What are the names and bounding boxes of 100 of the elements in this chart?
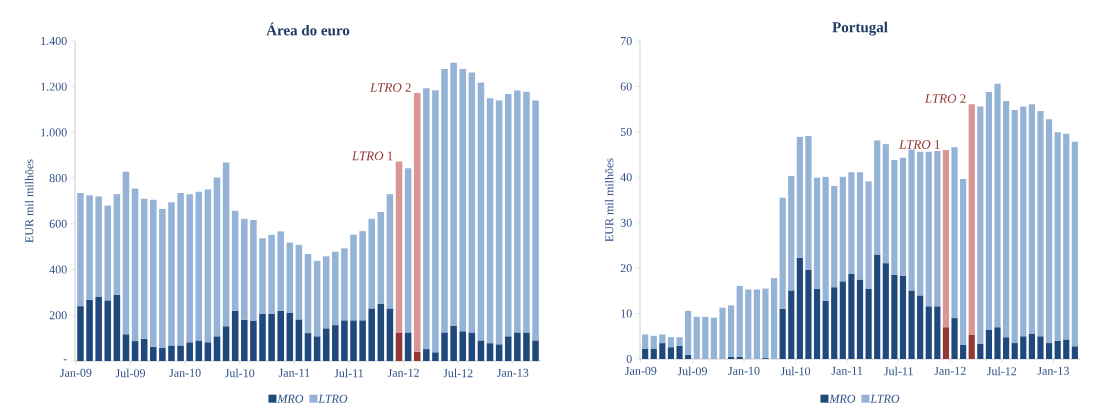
bar [122, 171, 130, 335]
bar [423, 88, 430, 350]
bar [650, 348, 657, 359]
bar [222, 326, 230, 361]
bar [796, 136, 803, 258]
bar [1045, 119, 1053, 344]
bar [650, 335, 657, 349]
bar [432, 352, 439, 361]
bar [1071, 141, 1078, 347]
legend-label: LTRO [318, 394, 348, 403]
bar [822, 300, 829, 359]
bar [341, 320, 348, 361]
x-tick-label: Jan-10 [169, 368, 201, 377]
bar [667, 347, 675, 359]
bar [856, 172, 864, 280]
bar [942, 327, 950, 359]
bar [113, 194, 121, 295]
y-tick-label: 50 [620, 127, 632, 136]
bar [788, 290, 795, 359]
bar [159, 209, 166, 348]
bar [994, 83, 1001, 328]
bar [1054, 340, 1061, 359]
bar [848, 273, 855, 359]
y-tick-label: 1.000 [41, 128, 67, 137]
bar [241, 218, 248, 320]
bar [177, 345, 184, 361]
bar [304, 254, 312, 334]
bar [177, 193, 184, 346]
bar [813, 177, 821, 289]
y-tick-label: 60 [620, 82, 632, 91]
bar [95, 297, 102, 361]
bar [432, 90, 439, 353]
x-tick-label: Jan-09 [60, 368, 92, 377]
bar [413, 351, 421, 361]
bar [523, 332, 530, 361]
bar [1028, 334, 1035, 359]
bar [140, 338, 148, 361]
bar [486, 343, 494, 361]
x-tick-label: Jan-13 [1037, 366, 1069, 375]
bar [779, 197, 786, 310]
bar [368, 218, 375, 309]
legend-label: MRO [277, 394, 304, 403]
bar [796, 257, 803, 359]
bar [719, 307, 726, 359]
legend-label: MRO [829, 394, 856, 403]
bar [195, 340, 203, 361]
y-tick-label: 200 [49, 311, 67, 320]
chart-title: Área do euro [266, 22, 350, 36]
bar [186, 194, 193, 343]
bar [925, 151, 932, 307]
x-tick-label: Jul-12 [987, 366, 1017, 376]
x-tick-label: Jan-11 [278, 368, 310, 377]
y-tick-label: 1.200 [41, 82, 67, 91]
annotation: LTRO 2 [370, 83, 411, 92]
bar [122, 334, 130, 361]
annotation: LTRO 1 [899, 140, 940, 149]
bar [874, 140, 881, 255]
bar [295, 319, 303, 361]
bar [131, 188, 139, 342]
bar [951, 318, 958, 359]
bar [277, 310, 284, 361]
bar [899, 275, 907, 359]
bar [231, 310, 239, 361]
bar [882, 144, 889, 264]
bar [204, 342, 212, 361]
bar [968, 104, 975, 335]
y-axis-title: EUR mil milhões [604, 158, 614, 242]
bar [268, 313, 275, 361]
bar [259, 313, 266, 361]
bar [805, 269, 812, 359]
bar [985, 329, 993, 359]
bar [702, 316, 709, 359]
y-tick-label: 400 [49, 265, 67, 274]
bar [514, 90, 521, 333]
bar [395, 161, 403, 333]
x-tick-label: Jan-12 [387, 368, 419, 377]
bar [86, 195, 93, 300]
bar [985, 91, 993, 330]
bar [377, 303, 385, 361]
bar [477, 340, 485, 361]
bar [404, 332, 412, 361]
bar [168, 345, 175, 361]
bar [839, 176, 846, 282]
bar [1037, 110, 1044, 337]
bar [642, 348, 649, 359]
bar [495, 344, 503, 361]
bar [960, 344, 967, 359]
bar [241, 319, 248, 361]
bar [441, 69, 448, 333]
bar [131, 341, 139, 361]
bar [1054, 132, 1061, 341]
bar [1020, 336, 1027, 359]
bar [994, 327, 1001, 359]
bar [386, 308, 394, 361]
bar [113, 294, 121, 361]
bar [450, 62, 457, 326]
y-tick-label: 30 [620, 218, 632, 227]
bar [459, 69, 467, 332]
bar [831, 287, 838, 359]
bar [477, 82, 485, 341]
